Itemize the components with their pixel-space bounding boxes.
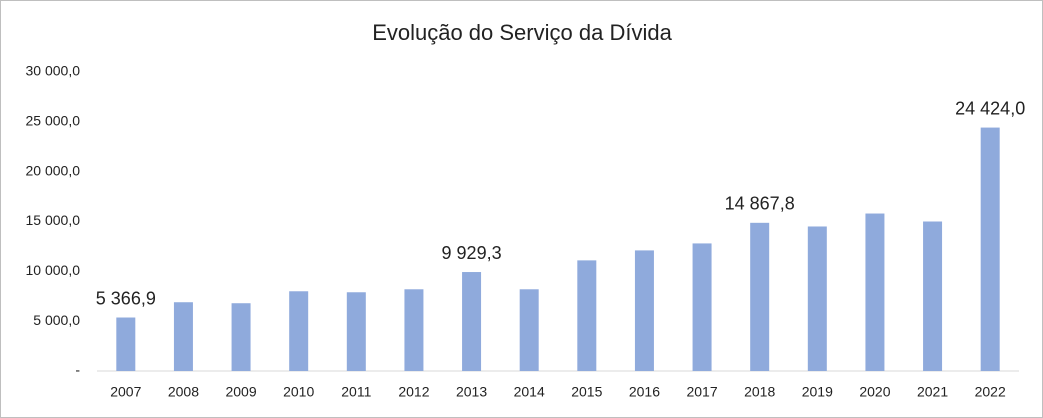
bar — [634, 250, 654, 371]
x-tick-label: 2018 — [744, 384, 775, 400]
x-tick-label: 2013 — [456, 384, 487, 400]
y-tick-label: 30 000,0 — [26, 63, 81, 79]
x-tick-label: 2008 — [168, 384, 199, 400]
bar — [923, 221, 943, 371]
bar — [577, 260, 597, 371]
bar — [750, 222, 770, 371]
x-tick-label: 2019 — [802, 384, 833, 400]
bar — [807, 226, 827, 371]
y-tick-label: - — [75, 362, 80, 378]
y-tick-label: 20 000,0 — [26, 162, 81, 178]
bar — [173, 302, 193, 371]
x-tick-label: 2020 — [859, 384, 890, 400]
chart-title: Evolução do Serviço da Dívida — [372, 20, 672, 45]
x-tick-label: 2015 — [571, 384, 602, 400]
x-tick-label: 2021 — [917, 384, 948, 400]
x-tick-label: 2011 — [341, 384, 371, 400]
bar — [519, 289, 539, 371]
data-label: 9 929,3 — [442, 243, 502, 263]
x-tick-label: 2007 — [110, 384, 141, 400]
x-tick-label: 2022 — [975, 384, 1006, 400]
bar — [980, 127, 1000, 372]
bar — [865, 213, 885, 371]
bar — [346, 292, 366, 371]
y-tick-label: 5 000,0 — [33, 312, 80, 328]
y-tick-label: 15 000,0 — [26, 212, 81, 228]
bar — [289, 291, 309, 371]
x-tick-label: 2010 — [283, 384, 314, 400]
y-tick-label: 25 000,0 — [26, 113, 81, 129]
data-label: 5 366,9 — [96, 288, 156, 308]
data-label: 24 424,0 — [955, 98, 1025, 118]
data-label: 14 867,8 — [725, 194, 795, 214]
x-tick-label: 2016 — [629, 384, 660, 400]
bar — [116, 317, 136, 371]
bar — [462, 272, 482, 371]
x-tick-label: 2009 — [225, 384, 256, 400]
x-tick-label: 2017 — [686, 384, 717, 400]
bar — [404, 289, 424, 371]
bar — [231, 303, 251, 371]
x-tick-label: 2012 — [398, 384, 429, 400]
y-tick-label: 10 000,0 — [26, 262, 81, 278]
x-tick-label: 2014 — [514, 384, 545, 400]
bar — [692, 243, 712, 371]
